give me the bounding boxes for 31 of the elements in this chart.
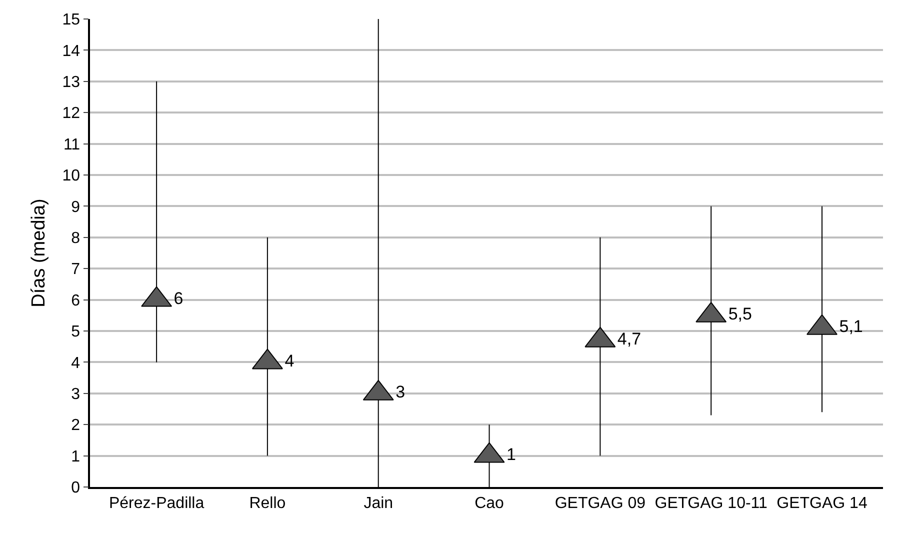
y-tick-label: 13 <box>62 74 80 91</box>
y-tick-label: 11 <box>63 136 80 154</box>
x-tick-label: GETGAG 09 <box>554 494 646 512</box>
x-tick-label: Pérez-Padilla <box>108 494 204 512</box>
x-tick-label: GETGAG 14 <box>776 494 868 512</box>
y-tick-label: 1 <box>71 448 80 466</box>
y-axis-title: Días (media) <box>28 198 50 308</box>
x-tick-label: Cao <box>474 494 504 512</box>
data-label: 4 <box>284 351 294 370</box>
y-tick-label: 6 <box>71 292 80 310</box>
data-label: 1 <box>506 445 516 464</box>
x-tick-label: Jain <box>364 494 394 512</box>
y-tick-label: 4 <box>71 354 80 372</box>
y-tick-label: 0 <box>71 480 80 497</box>
y-tick-label: 10 <box>62 168 80 185</box>
data-label: 5,5 <box>728 304 752 324</box>
data-label: 6 <box>174 289 184 308</box>
data-label: 3 <box>396 382 406 402</box>
data-label: 4,7 <box>617 330 642 349</box>
y-tick-label: 9 <box>71 198 80 216</box>
x-tick-label: Rello <box>249 494 286 512</box>
y-tick-label: 14 <box>62 42 80 60</box>
y-tick-label: 7 <box>71 261 80 278</box>
y-tick-label: 3 <box>71 386 80 403</box>
y-tick-label: 2 <box>71 417 80 434</box>
y-tick-label: 5 <box>71 324 80 341</box>
data-label: 5,1 <box>839 317 863 336</box>
x-tick-label: GETGAG 10-11 <box>654 494 768 512</box>
y-tick-label: 12 <box>62 105 80 122</box>
y-tick-label: 8 <box>71 230 80 247</box>
y-tick-label: 15 <box>62 12 80 29</box>
